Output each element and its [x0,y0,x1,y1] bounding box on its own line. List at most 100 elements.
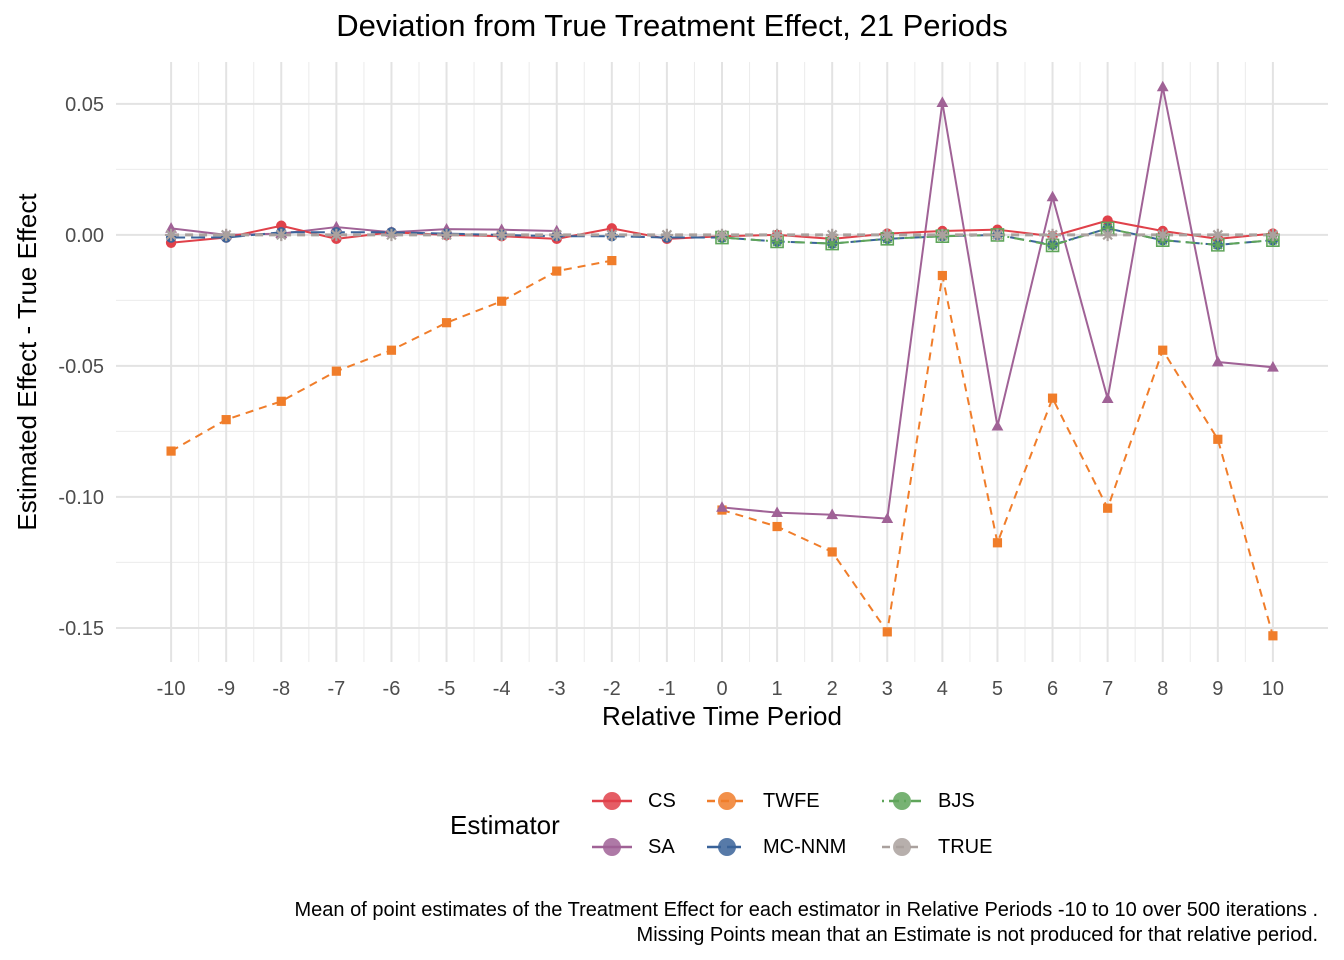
x-tick-label: 8 [1157,678,1168,700]
legend-key-marker [893,838,911,856]
legend-label: TRUE [938,835,993,858]
legend-item: SA [590,832,675,862]
data-point [1211,238,1225,252]
data-point [1046,190,1059,202]
data-point [772,521,782,532]
data-point [552,266,562,276]
legend-item: TWFE [705,786,820,816]
legend-label: MC-NNM [763,835,847,858]
legend-label: TWFE [763,789,820,812]
data-point [276,396,286,406]
x-tick-label: -8 [272,678,290,700]
x-tick-label: 7 [1102,678,1113,700]
x-tick-label: -2 [603,678,621,700]
y-tick-label: -0.10 [58,487,104,509]
legend: Estimator CS SA TWFE MC-NNM BJS TRUE [450,780,1050,870]
chart-title: Deviation from True Treatment Effect, 21… [336,8,1008,43]
data-point [1211,228,1225,242]
data-point [605,228,619,242]
data-point [219,228,233,242]
caption-line-2: Missing Points mean that an Estimate is … [636,924,1318,946]
data-point [770,234,784,249]
data-point [716,501,728,512]
data-point [1046,228,1059,242]
x-tick-label: 4 [937,678,948,700]
data-point [164,228,178,242]
y-tick-label: 0.00 [65,225,104,247]
data-point [1158,345,1168,355]
x-tick-label: -10 [157,678,186,700]
tick-labels: -10 -9 -8 -7 -6 -5 -4 -3 -2 -1 0 1 2 3 4 5 6 7 8 9 100.050.0… [58,94,1284,700]
caption: Mean of point estimates of the Treatment… [295,898,1319,948]
x-tick-label: -3 [548,678,566,700]
data-point [1268,631,1278,641]
legend-key-marker [603,792,621,810]
legend-item: BJS [880,786,975,816]
data-point [715,228,729,242]
y-tick-label: 0.05 [65,94,104,116]
x-tick-label: 6 [1047,678,1058,700]
data-point [991,419,1004,431]
data-point [826,508,839,520]
data-point [1101,228,1114,242]
legend-key [707,838,747,856]
data-point [936,96,949,107]
data-point [330,228,343,242]
data-point [495,228,508,242]
data-point [441,318,452,328]
x-tick-label: -1 [658,678,676,700]
data-point [992,538,1003,548]
data-point [550,228,563,242]
data-point [825,228,839,242]
legend-key [882,838,922,856]
marker-layer [164,80,1280,641]
data-point [1045,238,1060,253]
legend-key [707,792,747,810]
data-point [440,228,453,242]
y-axis-title: Estimated Effect - True Effect [12,193,42,531]
data-point [1047,393,1058,403]
x-tick-label: 10 [1262,678,1284,700]
x-tick-label: 0 [716,678,727,700]
legend-title: Estimator [450,810,560,840]
x-tick-label: 9 [1212,678,1223,700]
data-point [1156,80,1169,92]
y-tick-label: -0.05 [58,356,104,378]
data-point [827,547,837,557]
data-point [1156,228,1169,242]
legend-key-marker [893,792,911,810]
legend-item: CS [590,786,676,816]
legend-label: BJS [938,789,975,812]
legend-key-marker [718,838,736,856]
data-point [882,627,892,637]
legend-key [592,838,632,856]
x-tick-label: 5 [992,678,1003,700]
data-point [1101,392,1114,404]
legend-item: TRUE [880,832,992,862]
data-point [221,415,231,425]
data-point [660,228,674,242]
data-point [991,228,1004,242]
data-point [1103,503,1113,513]
data-point [1266,228,1280,242]
data-point [1213,434,1223,444]
caption-line-1: Mean of point estimates of the Treatment… [294,899,1319,921]
data-point [1267,361,1279,372]
x-tick-label: -4 [493,678,511,700]
y-tick-label: -0.15 [58,618,104,640]
legend-item: MC-NNM [705,832,846,862]
x-tick-label: -7 [327,678,345,700]
data-point [771,506,783,517]
legend-key [592,792,632,810]
legend-key [882,792,922,810]
data-point [607,256,617,266]
x-tick-label: -5 [438,678,456,700]
legend-key-marker [603,838,621,856]
data-point [331,366,341,376]
x-tick-label: 2 [827,678,838,700]
legend-key-marker [718,792,736,810]
data-point [881,228,894,242]
data-point [497,296,507,306]
x-tick-label: -9 [217,678,235,700]
